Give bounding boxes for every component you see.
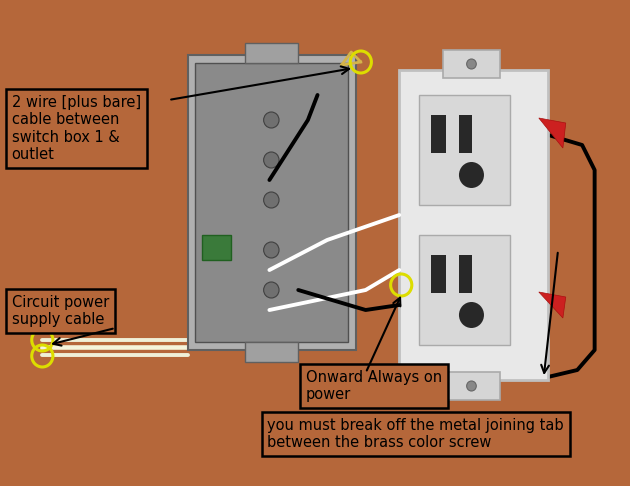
Polygon shape	[539, 292, 566, 318]
Circle shape	[263, 282, 279, 298]
Bar	[188, 55, 356, 350]
Bar	[418, 235, 510, 345]
Circle shape	[467, 381, 476, 391]
Circle shape	[459, 162, 484, 188]
Bar	[245, 43, 298, 63]
Circle shape	[263, 112, 279, 128]
Bar	[431, 255, 447, 293]
Circle shape	[263, 242, 279, 258]
Bar	[418, 95, 510, 205]
Text: Onward Always on
power: Onward Always on power	[306, 370, 442, 402]
Bar	[443, 50, 500, 78]
Text: Circuit power
supply cable: Circuit power supply cable	[11, 295, 109, 328]
Bar	[431, 115, 447, 153]
Circle shape	[263, 152, 279, 168]
Bar	[202, 235, 231, 260]
Bar	[459, 115, 472, 153]
Circle shape	[263, 192, 279, 208]
Text: 2 wire [plus bare]
cable between
switch box 1 &
outlet: 2 wire [plus bare] cable between switch …	[11, 95, 140, 162]
Bar	[443, 372, 500, 400]
Polygon shape	[539, 118, 566, 148]
Bar	[399, 70, 549, 380]
Bar	[459, 255, 472, 293]
Circle shape	[459, 302, 484, 328]
Bar	[245, 342, 298, 362]
Bar	[195, 63, 348, 342]
Circle shape	[467, 59, 476, 69]
Text: you must break off the metal joining tab
between the brass color screw: you must break off the metal joining tab…	[268, 418, 564, 451]
